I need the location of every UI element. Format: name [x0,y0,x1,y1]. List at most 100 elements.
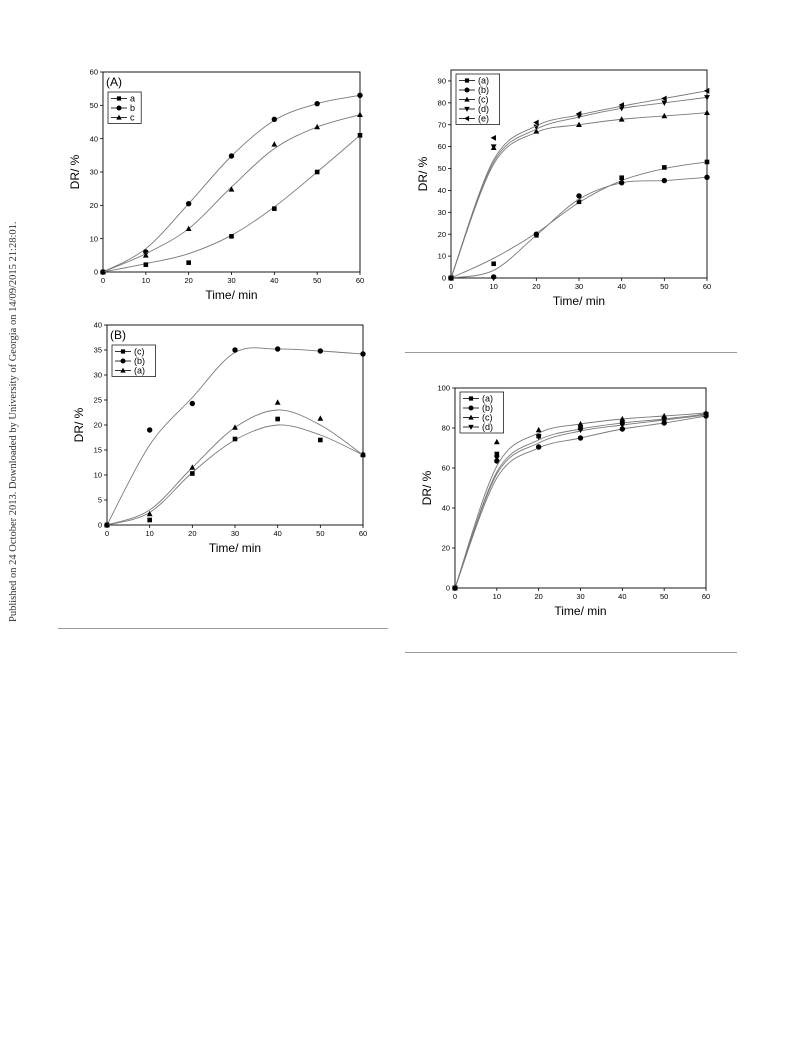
fit-curve [450,176,708,279]
legend-marker [468,424,474,430]
data-point [146,510,153,517]
x-tick-label: 20 [534,592,542,601]
series-4 [452,412,709,592]
x-tick-label: 10 [145,529,153,538]
x-tick-label: 60 [356,276,364,285]
y-tick-label: 0 [94,268,98,277]
legend-entry: (c) [115,347,145,357]
chart-a: 0 10 20 30 40 50 60 0 10 20 30 40 50 60 Time/ min DR/ %… [68,68,364,302]
series-2 [452,413,709,591]
divider-right-top [405,352,737,353]
x-tick-label: 20 [184,276,192,285]
legend-label: b [130,103,135,113]
legend-marker [468,396,474,401]
legend-entry: (c) [459,95,489,105]
y-tick-label: 50 [90,101,98,110]
x-tick-label: 30 [227,276,235,285]
series-1 [104,416,366,528]
legend-marker [120,349,126,354]
y-tick-label: 0 [442,274,446,283]
x-tick-label: 0 [453,592,457,601]
data-point [619,422,626,429]
data-point [704,174,710,180]
data-point [662,165,667,170]
legend-entry: (d) [463,422,493,432]
data-point [535,434,542,441]
legend-entry: (e) [459,114,489,124]
x-tick-label: 30 [575,282,583,291]
x-tick-label: 10 [142,276,150,285]
series-2 [100,92,363,275]
data-point [142,252,149,258]
legend-marker [464,87,470,93]
x-tick-label: 60 [359,529,367,538]
chart-d: 0 10 20 30 40 50 60 0 20 40 60 80 100 Time/ min DR/ % (… [420,384,710,618]
series-5 [447,87,710,281]
data-point [447,275,454,281]
y-tick-label: 15 [94,446,102,455]
legend-marker [116,96,122,101]
y-tick-label: 60 [90,68,98,77]
y-tick-label: 40 [90,134,98,143]
fit-curve [102,94,361,273]
y-tick-label: 5 [98,496,102,505]
y-tick-label: 60 [438,142,446,151]
x-tick-label: 10 [493,592,501,601]
series-3 [448,109,710,281]
y-tick-label: 80 [438,98,446,107]
y-tick-label: 30 [90,168,98,177]
legend-label: (c) [478,95,489,105]
data-point [661,417,668,424]
y-axis-label: DR/ % [72,407,86,442]
data-point [533,119,539,126]
legend-box [455,73,500,125]
data-point [186,260,191,265]
chart-c: 0 10 20 30 40 50 60 0 10 20 30 40 50 60 70 80 90 Time/ mi… [416,69,711,308]
data-point [535,426,542,433]
data-point [232,424,238,430]
data-point [146,427,153,433]
y-tick-label: 20 [438,230,446,239]
legend-label: (b) [478,85,489,95]
legend-marker [116,105,122,111]
y-tick-label: 10 [94,471,102,480]
legend-entry: (a) [459,76,489,86]
y-tick-label: 30 [94,371,102,380]
y-tick-label: 60 [442,464,450,473]
legend-entry: (a) [463,394,493,404]
y-tick-label: 20 [442,544,450,553]
x-tick-label: 50 [316,529,324,538]
x-tick-label: 30 [576,592,584,601]
data-point [618,180,625,186]
series-3 [452,409,709,591]
series-3 [104,399,366,528]
fit-curve [454,415,707,589]
data-point [271,116,278,123]
data-point [228,186,235,192]
y-tick-label: 40 [442,504,450,513]
data-point [577,427,584,434]
data-point [619,175,624,181]
y-tick-label: 100 [437,384,450,393]
x-tick-label: 40 [618,592,626,601]
legend-label: (a) [478,76,489,86]
data-point [190,471,195,476]
legend-label: (b) [134,356,145,366]
x-tick-label: 20 [188,529,196,538]
data-point [147,517,152,523]
data-point [357,111,363,117]
y-tick-label: 0 [446,584,450,593]
data-point [100,268,106,275]
data-point [490,274,497,280]
y-axis-label: DR/ % [416,156,430,191]
data-point [274,399,281,405]
x-axis-label: Time/ min [553,294,605,308]
data-point [228,153,235,159]
series-2 [448,174,710,281]
data-point [185,200,192,207]
fit-curve [102,114,361,273]
y-tick-label: 80 [442,424,450,433]
legend-entry: (b) [115,356,145,366]
data-point [272,206,277,211]
y-tick-label: 0 [98,521,102,530]
